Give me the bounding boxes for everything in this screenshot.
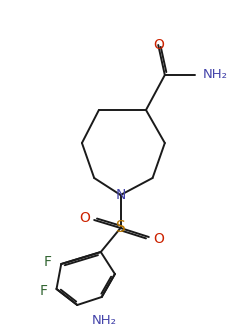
Text: NH₂: NH₂: [91, 314, 116, 326]
Text: S: S: [115, 220, 125, 236]
Text: O: O: [79, 211, 90, 225]
Text: F: F: [39, 284, 47, 298]
Text: F: F: [44, 255, 52, 269]
Text: O: O: [152, 232, 163, 246]
Text: N: N: [115, 188, 125, 202]
Text: NH₂: NH₂: [202, 69, 226, 82]
Text: O: O: [152, 38, 163, 52]
